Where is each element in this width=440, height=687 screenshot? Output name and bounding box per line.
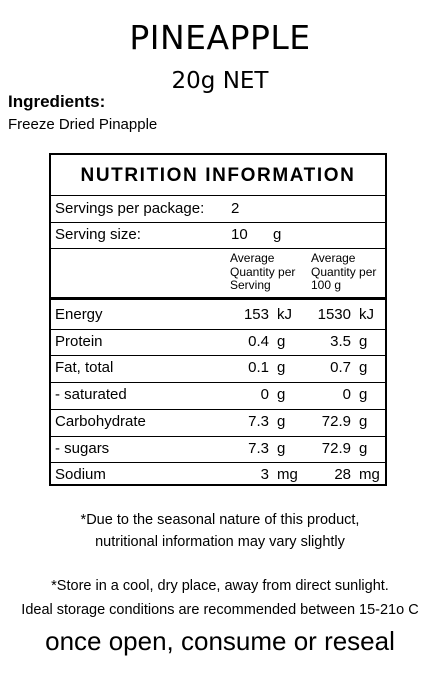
per-100g-unit: g	[359, 359, 368, 377]
thick-divider	[51, 297, 385, 300]
nutrient-name: Fat, total	[55, 359, 114, 377]
ingredients-text: Freeze Dried Pinapple	[8, 116, 158, 133]
per-serving-value: 0.1	[248, 359, 269, 377]
divider	[51, 328, 385, 330]
nutrient-name: Carbohydrate	[55, 412, 146, 430]
nutrition-panel: NUTRITION INFORMATION Servings per packa…	[49, 153, 387, 486]
per-serving-unit: kJ	[277, 306, 292, 323]
per-100g-value: 72.9	[321, 439, 351, 457]
per-100g-value: 3.5	[330, 332, 351, 350]
per-100g-value: 72.9	[321, 412, 351, 430]
once-open-note: once open, consume or reseal	[45, 626, 395, 656]
per-100g-value: 0	[342, 386, 351, 404]
per-serving-value: 7.3	[248, 439, 269, 457]
per-serving-value: 7.3	[248, 412, 269, 430]
storage-note-line-2: Ideal storage conditions are recommended…	[21, 602, 419, 618]
per-100g-unit: mg	[359, 466, 380, 484]
divider	[51, 195, 385, 196]
nutrient-name: - sugars	[55, 439, 110, 457]
per-serving-value: 0.4	[248, 332, 269, 350]
servings-value: 2	[231, 200, 240, 217]
divider	[51, 462, 385, 464]
nutrient-name: Protein	[55, 332, 103, 350]
net-weight: 20g NET	[171, 68, 269, 94]
per-100g-unit: g	[359, 386, 368, 404]
column-header-per-100g: Average Quantity per 100 g	[311, 251, 377, 293]
per-100g-value: 0.7	[330, 359, 351, 377]
divider	[51, 435, 385, 437]
per-100g-unit: g	[359, 332, 368, 350]
servings-label: Servings per package:	[55, 200, 205, 217]
nutrition-heading: NUTRITION INFORMATION	[80, 165, 356, 186]
divider	[51, 382, 385, 384]
nutrient-name: - saturated	[55, 386, 127, 404]
divider	[51, 222, 385, 223]
per-100g-unit: g	[359, 412, 368, 430]
ingredients-heading: Ingredients:	[8, 92, 106, 111]
seasonal-note-line-1: *Due to the seasonal nature of this prod…	[80, 512, 360, 528]
header-line: Quantity per	[311, 264, 377, 279]
serving-size-unit: g	[273, 226, 282, 243]
divider	[51, 408, 385, 410]
product-title: PINEAPPLE	[129, 18, 311, 57]
seasonal-note-line-2: nutritional information may vary slightl…	[95, 534, 345, 550]
header-line: 100 g	[311, 278, 342, 292]
nutrient-name: Sodium	[55, 466, 106, 484]
header-line: Average	[311, 251, 356, 265]
per-serving-unit: g	[277, 386, 286, 404]
per-100g-value: 1530	[317, 306, 351, 323]
per-100g-value: 28	[334, 466, 351, 484]
per-serving-unit: g	[277, 439, 286, 457]
storage-note-line-1: *Store in a cool, dry place, away from d…	[51, 578, 389, 594]
per-serving-unit: g	[277, 359, 286, 377]
per-serving-value: 153	[243, 306, 269, 323]
per-serving-unit: g	[277, 412, 286, 430]
nutrient-name: Energy	[55, 306, 103, 323]
per-serving-unit: mg	[277, 466, 298, 484]
serving-size-value: 10	[231, 226, 248, 243]
per-serving-value: 3	[260, 466, 269, 484]
header-line: Quantity per	[230, 264, 296, 279]
divider	[51, 248, 385, 249]
column-header-per-serving: Average Quantity per Serving	[230, 251, 296, 293]
per-100g-unit: kJ	[359, 306, 374, 323]
serving-size-label: Serving size:	[55, 226, 141, 243]
header-line: Serving	[230, 278, 271, 292]
per-serving-unit: g	[277, 332, 286, 350]
per-100g-unit: g	[359, 439, 368, 457]
header-line: Average	[230, 251, 275, 265]
divider	[51, 355, 385, 357]
per-serving-value: 0	[260, 386, 269, 404]
